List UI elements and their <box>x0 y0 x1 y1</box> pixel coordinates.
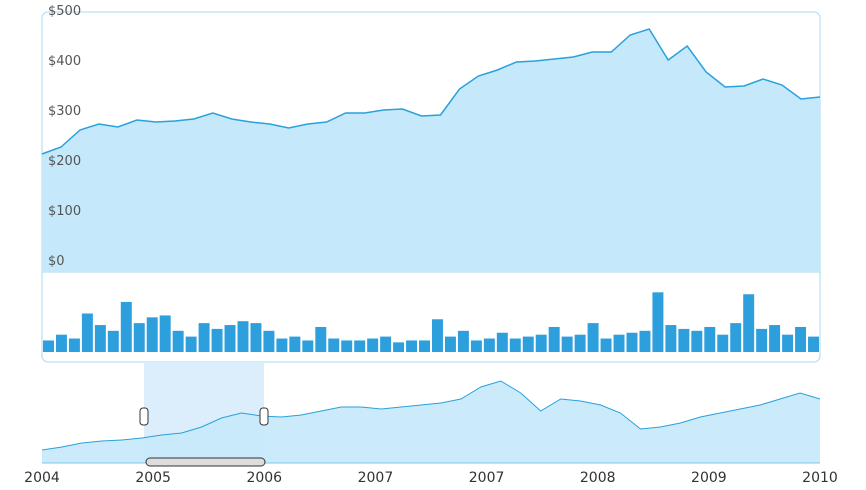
volume-bar <box>133 323 145 352</box>
volume-bar <box>68 338 80 352</box>
volume-bar <box>444 336 456 352</box>
volume-bar <box>393 342 405 352</box>
volume-bar <box>354 340 366 352</box>
volume-bar <box>743 294 755 352</box>
y-tick-label: $300 <box>48 104 81 119</box>
volume-bar <box>535 334 547 352</box>
navigator-handle[interactable] <box>259 407 269 426</box>
volume-bar <box>704 326 716 352</box>
volume-bar <box>198 323 210 352</box>
x-tick-label: 2005 <box>135 470 171 486</box>
volume-bar <box>769 325 781 352</box>
volume-bar <box>626 332 638 352</box>
volume-bar <box>483 338 495 352</box>
volume-bar <box>548 326 560 352</box>
volume-bar <box>159 315 171 352</box>
volume-bar <box>120 301 132 352</box>
volume-bar <box>315 326 327 352</box>
x-tick-label: 2004 <box>24 470 60 486</box>
volume-bar <box>509 338 521 352</box>
volume-bar <box>600 338 612 352</box>
volume-bar <box>263 330 275 352</box>
volume-bar <box>367 338 379 352</box>
volume-bar <box>561 336 573 352</box>
volume-bar <box>211 328 223 352</box>
navigator-area <box>42 381 820 463</box>
volume-bar <box>81 313 93 352</box>
volume-bar <box>730 323 742 352</box>
volume-bar <box>146 317 158 352</box>
volume-bar <box>652 292 664 352</box>
volume-bar <box>406 340 418 352</box>
y-tick-label: $200 <box>48 154 81 169</box>
x-tick-label: 2007 <box>358 470 394 486</box>
volume-bar <box>43 340 54 352</box>
y-tick-label: $100 <box>48 204 81 219</box>
navigator-line <box>41 380 821 451</box>
volume-bar <box>665 325 677 352</box>
volume-bar <box>328 338 340 352</box>
volume-bar <box>289 336 301 352</box>
volume-bar <box>172 330 184 352</box>
volume-bar <box>55 334 67 352</box>
x-tick-label: 2006 <box>246 470 282 486</box>
price-area <box>42 29 820 272</box>
volume-bar <box>782 334 794 352</box>
volume-bar <box>224 325 236 352</box>
volume-bar <box>94 325 106 352</box>
volume-bar <box>380 336 392 352</box>
volume-bar <box>302 340 314 352</box>
volume-bar <box>717 334 729 352</box>
volume-bar <box>795 326 807 352</box>
volume-bar <box>496 332 508 352</box>
volume-bar <box>457 330 469 352</box>
x-tick-label: 2010 <box>802 470 838 486</box>
volume-bar <box>613 334 625 352</box>
volume-bar <box>341 340 353 352</box>
volume-bar <box>678 328 690 352</box>
volume-bar <box>432 319 443 352</box>
volume-bar <box>250 323 262 352</box>
y-tick-label: $500 <box>48 4 81 19</box>
navigator-handle[interactable] <box>139 407 149 426</box>
volume-bar <box>808 336 819 352</box>
price-line <box>41 28 821 155</box>
volume-bar <box>756 328 768 352</box>
x-tick-label: 2008 <box>580 470 616 486</box>
volume-bar <box>107 330 119 352</box>
volume-bar <box>522 336 534 352</box>
y-tick-label: $400 <box>48 54 81 69</box>
x-tick-label: 2007 <box>469 470 505 486</box>
volume-bar <box>185 336 197 352</box>
volume-bar <box>419 340 430 352</box>
y-tick-label: $0 <box>48 254 65 269</box>
volume-bar <box>691 330 703 352</box>
volume-bar <box>639 330 651 352</box>
volume-bar <box>574 334 586 352</box>
volume-bar <box>276 338 288 352</box>
navigator-scrollbar[interactable] <box>145 457 266 467</box>
volume-bar <box>237 321 249 352</box>
volume-bar <box>470 340 482 352</box>
volume-bar <box>587 323 599 352</box>
x-tick-label: 2009 <box>691 470 727 486</box>
